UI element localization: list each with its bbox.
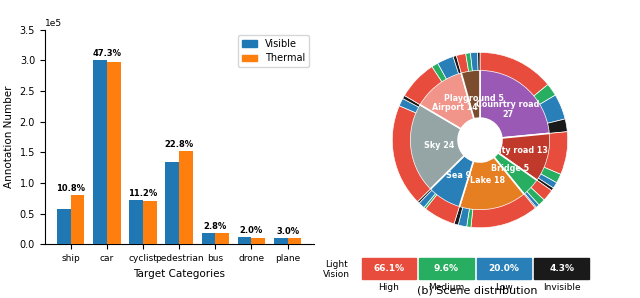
Wedge shape (424, 194, 437, 209)
Text: 4.3%: 4.3% (549, 264, 574, 273)
Text: 3.0%: 3.0% (276, 227, 300, 236)
Bar (238, 237, 252, 244)
Bar (71, 195, 84, 244)
Text: Light
Vision: Light Vision (323, 260, 349, 280)
Wedge shape (480, 69, 551, 138)
Wedge shape (480, 52, 548, 96)
Text: 22.8%: 22.8% (164, 140, 194, 149)
Bar (57, 209, 71, 244)
Wedge shape (408, 104, 465, 190)
Wedge shape (524, 193, 536, 208)
Wedge shape (498, 133, 552, 181)
Text: Airport 14: Airport 14 (432, 103, 477, 112)
Wedge shape (456, 54, 468, 73)
Wedge shape (527, 187, 544, 205)
Bar (252, 238, 265, 244)
Text: Playground 5: Playground 5 (444, 94, 504, 103)
Wedge shape (429, 156, 474, 208)
Y-axis label: Annotation Number: Annotation Number (4, 86, 14, 188)
Wedge shape (466, 53, 472, 72)
Text: 66.1%: 66.1% (373, 264, 404, 273)
Wedge shape (471, 194, 536, 228)
Bar (202, 233, 215, 244)
Wedge shape (477, 52, 480, 70)
Wedge shape (534, 85, 556, 104)
Wedge shape (453, 56, 461, 74)
Bar (166, 162, 179, 244)
Wedge shape (540, 95, 565, 123)
Wedge shape (392, 106, 431, 202)
Wedge shape (454, 207, 463, 225)
Wedge shape (541, 167, 561, 183)
Wedge shape (403, 95, 420, 107)
Text: Invisible: Invisible (543, 283, 580, 292)
Wedge shape (531, 180, 552, 200)
Text: High: High (378, 283, 399, 292)
Text: City road 13: City road 13 (493, 146, 548, 155)
Text: Sky 24: Sky 24 (424, 141, 454, 150)
Bar (107, 62, 120, 244)
Wedge shape (419, 190, 435, 207)
Bar (143, 201, 157, 244)
Text: Sea 9: Sea 9 (446, 171, 471, 180)
Wedge shape (417, 189, 431, 203)
Text: 20.0%: 20.0% (488, 264, 520, 273)
Wedge shape (467, 209, 473, 227)
Text: 1e5: 1e5 (45, 19, 62, 28)
Text: Lake 18: Lake 18 (470, 176, 506, 185)
Wedge shape (458, 207, 469, 227)
Wedge shape (544, 132, 568, 174)
Text: 10.8%: 10.8% (56, 184, 85, 193)
Legend: Visible, Thermal: Visible, Thermal (238, 35, 308, 67)
Wedge shape (470, 52, 478, 71)
Bar (93, 60, 107, 244)
Wedge shape (461, 69, 480, 119)
Wedge shape (548, 119, 567, 134)
Text: 9.6%: 9.6% (434, 264, 459, 273)
Bar (287, 238, 301, 244)
Wedge shape (459, 157, 525, 212)
Text: 47.3%: 47.3% (92, 49, 122, 58)
Wedge shape (419, 71, 474, 129)
X-axis label: Target Categories: Target Categories (133, 268, 225, 279)
Text: Counrtry road
27: Counrtry road 27 (476, 100, 540, 119)
Text: Bridge 5: Bridge 5 (492, 164, 529, 173)
Text: Medium: Medium (428, 283, 465, 292)
Wedge shape (537, 178, 554, 191)
Text: 2.8%: 2.8% (204, 222, 227, 231)
Wedge shape (494, 153, 538, 195)
Wedge shape (438, 57, 459, 79)
Wedge shape (404, 67, 442, 105)
Text: 11.2%: 11.2% (129, 189, 157, 198)
Wedge shape (399, 99, 419, 113)
Bar (274, 238, 287, 244)
Wedge shape (432, 63, 447, 82)
Wedge shape (525, 192, 539, 207)
Bar (179, 151, 193, 244)
Bar (129, 200, 143, 244)
Bar (215, 233, 229, 244)
Text: 2.0%: 2.0% (240, 226, 263, 235)
Wedge shape (538, 174, 557, 188)
Wedge shape (426, 195, 460, 224)
Text: (b) Scene distribution: (b) Scene distribution (417, 285, 537, 295)
Text: Low: Low (495, 283, 513, 292)
